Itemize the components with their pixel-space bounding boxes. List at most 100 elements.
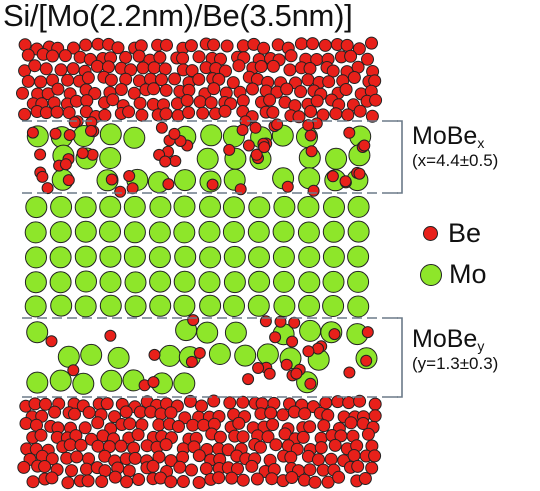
be-atom xyxy=(78,421,92,435)
be-atom xyxy=(220,39,234,53)
be-atom xyxy=(306,37,320,51)
be-atom xyxy=(39,106,53,120)
mo-atom xyxy=(199,294,222,317)
layer-bracket xyxy=(392,120,403,194)
be-atom xyxy=(168,72,182,86)
mo-atom xyxy=(99,147,122,169)
mo-atom xyxy=(148,246,171,269)
be-atom xyxy=(86,148,99,161)
be-atom xyxy=(82,406,96,419)
be-atom xyxy=(314,441,328,455)
be-atom xyxy=(303,62,317,75)
be-atom xyxy=(155,121,168,134)
interlayer-x-name: MoBex xyxy=(412,122,485,151)
mo-atom xyxy=(198,271,221,294)
be-atom xyxy=(18,107,32,121)
be-atom xyxy=(242,373,255,386)
mo-atom xyxy=(173,372,196,395)
mo-atom xyxy=(25,246,47,269)
be-atom xyxy=(76,147,89,160)
mo-atom xyxy=(99,220,121,243)
be-atom xyxy=(61,73,75,87)
be-atom xyxy=(180,94,194,107)
be-atom xyxy=(80,94,94,108)
be-atom xyxy=(249,121,262,134)
mo-atom xyxy=(273,195,296,218)
be-atom xyxy=(344,416,358,430)
mo-atom xyxy=(99,123,122,146)
be-atom xyxy=(123,417,137,431)
mo-atom xyxy=(347,220,370,243)
be-atom xyxy=(236,124,249,136)
be-atom xyxy=(119,405,133,419)
be-atom xyxy=(128,451,142,465)
be-atom xyxy=(16,86,29,100)
be-atom xyxy=(66,62,80,76)
be-atom xyxy=(185,463,198,477)
be-atom xyxy=(176,51,190,65)
be-atom xyxy=(283,63,297,77)
be-atom xyxy=(159,438,173,452)
be-atom xyxy=(236,473,250,487)
mo-atom xyxy=(80,343,103,366)
be-atom xyxy=(36,170,49,183)
be-atom xyxy=(254,60,268,73)
be-atom xyxy=(169,155,182,167)
mo-atom xyxy=(298,246,321,268)
be-atom xyxy=(326,170,339,183)
be-atom xyxy=(126,182,139,195)
be-atom xyxy=(67,364,80,377)
be-atom xyxy=(206,178,219,191)
mo-atom xyxy=(24,221,47,244)
be-atom xyxy=(298,407,312,421)
be-atom xyxy=(250,472,264,486)
be-atom xyxy=(21,48,35,62)
be-atom xyxy=(324,452,338,466)
mo-atom xyxy=(298,271,321,294)
mo-atom xyxy=(273,270,295,293)
be-atom xyxy=(45,335,58,348)
be-atom xyxy=(98,464,112,478)
be-atom xyxy=(192,449,206,463)
be-atom xyxy=(91,416,105,430)
mo-atoms-group xyxy=(24,123,378,395)
mo-atom xyxy=(26,371,49,394)
be-atom xyxy=(49,127,62,140)
be-atom xyxy=(80,462,93,476)
be-atom xyxy=(192,50,206,64)
be-atom xyxy=(152,450,166,464)
be-atom xyxy=(34,428,48,442)
be-atom xyxy=(98,108,112,122)
interlayer-x-composition: (x=4.4±0.5) xyxy=(412,151,499,170)
be-atom xyxy=(305,145,318,158)
be-atom xyxy=(34,75,48,89)
be-atoms-group xyxy=(16,36,383,490)
be-atom xyxy=(108,410,121,424)
be-atom xyxy=(254,440,267,454)
be-atom xyxy=(285,471,299,484)
be-atom xyxy=(207,38,221,52)
be-atom xyxy=(223,396,237,410)
be-atom xyxy=(361,326,374,339)
be-atom xyxy=(328,438,342,452)
be-atom xyxy=(19,417,33,430)
be-atom xyxy=(269,331,282,344)
mo-atom xyxy=(173,195,196,218)
interlayer-y-composition: (y=1.3±0.3) xyxy=(412,354,499,373)
be-atom xyxy=(368,397,382,411)
be-atom xyxy=(162,178,175,191)
be-atom xyxy=(79,38,93,52)
be-atom xyxy=(204,96,218,110)
be-atom xyxy=(108,470,122,484)
be-interstitial-group xyxy=(26,115,374,392)
be-atom xyxy=(361,52,374,66)
be-atom xyxy=(368,409,382,423)
mo-atom xyxy=(26,321,49,344)
mo-atom-icon xyxy=(420,263,442,286)
be-atom xyxy=(196,106,210,120)
be-atom xyxy=(135,108,149,122)
be-atom xyxy=(245,459,259,473)
be-atom xyxy=(341,108,355,122)
mo-atom xyxy=(173,221,196,244)
mo-atom xyxy=(74,295,97,318)
